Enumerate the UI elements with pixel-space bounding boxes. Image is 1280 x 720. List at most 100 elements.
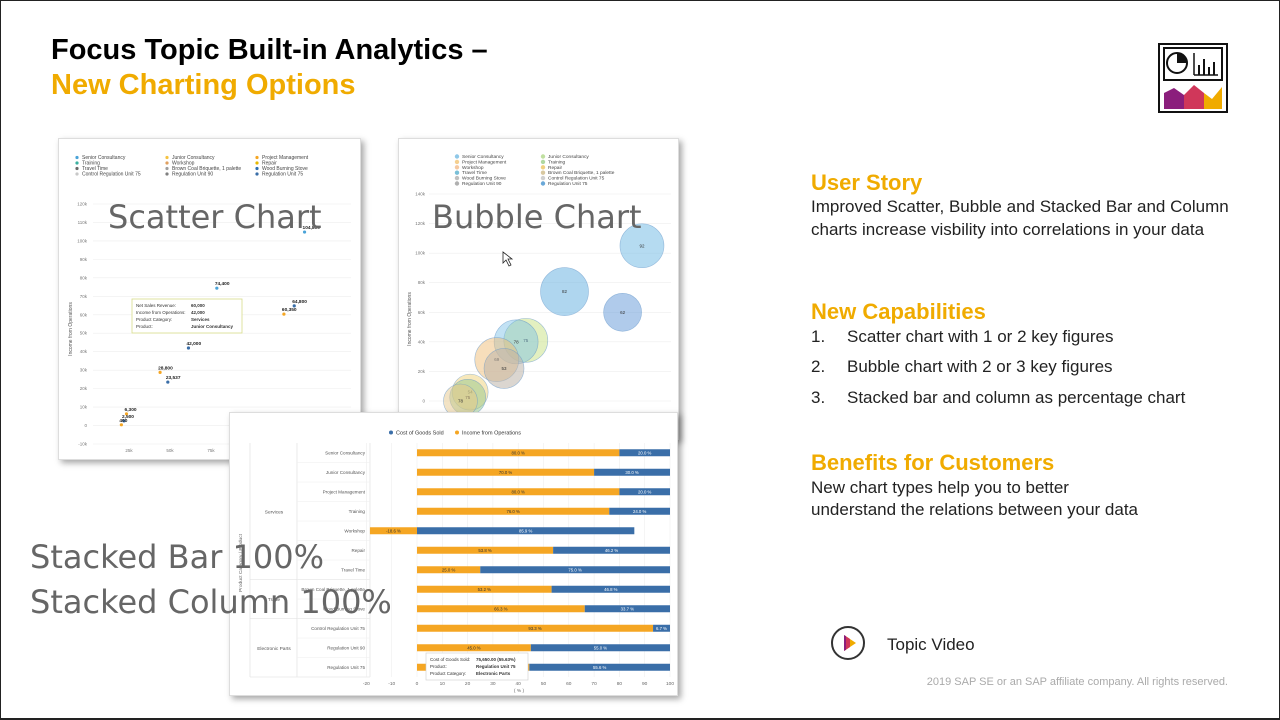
legend-entry: Regulation Unit 75: [548, 181, 588, 187]
category-label: Control Regulation Unit 75: [311, 626, 365, 631]
legend-marker: [455, 430, 459, 435]
y-tick-label: 140k: [415, 192, 426, 197]
legend-entry: Junior Consultancy: [548, 154, 589, 160]
scatter-point: [292, 304, 296, 308]
data-label: 45.0 %: [467, 645, 481, 650]
y-tick-label: 60k: [80, 312, 88, 317]
y-tick-label: 100k: [77, 238, 88, 243]
bubble-label: 62: [620, 310, 626, 315]
legend-entry: Travel Time: [462, 170, 487, 176]
category-label: Senior Consultancy: [325, 450, 366, 455]
bar-segment-cogs: [417, 488, 620, 496]
y-tick-label: 10k: [80, 405, 88, 410]
data-label: 24.0 %: [633, 509, 647, 514]
legend-marker: [165, 172, 169, 176]
bar-segment-income: [594, 468, 670, 476]
legend-marker: [75, 155, 79, 160]
legend-entry: Junior Consultancy: [172, 155, 215, 161]
data-label: 20.0 %: [638, 489, 652, 494]
data-label: 104,800: [303, 225, 321, 231]
bar-segment-income: [584, 605, 670, 613]
y-tick-label: 100k: [415, 251, 426, 256]
legend-marker: [540, 170, 546, 175]
legend-marker: [454, 159, 460, 165]
tooltip-key: Income from Operations:: [136, 310, 186, 315]
bar-segment-cogs: [417, 468, 595, 476]
legend-entry: Regulation Unit 90: [172, 172, 213, 178]
tooltip-value: 42,000: [191, 310, 205, 315]
capability-item: 2. Bubble chart with 2 or 3 key figures: [811, 357, 1113, 376]
data-label: 74,400: [215, 281, 230, 287]
scatter-chart-panel: Senior Consultancy Junior Consultancy Proj…: [58, 138, 361, 460]
legend-entry: Regulation Unit 75: [262, 172, 303, 178]
stacked-bar-chart[interactable]: Cost of Goods Sold Income from Operations…: [230, 413, 677, 695]
bubble-point: [483, 348, 525, 389]
category-label: Project Management: [323, 489, 366, 494]
analytics-logo-icon: [1158, 43, 1228, 113]
legend-marker: [540, 175, 546, 181]
scatter-chart[interactable]: Senior Consultancy Junior Consultancy Proj…: [59, 139, 360, 459]
topic-video-link[interactable]: Topic Video: [887, 635, 975, 654]
legend-entry: Brown Coal Briquette, 1 palette: [548, 170, 615, 176]
y-tick-label: 60k: [418, 310, 426, 315]
x-tick-label: 30: [490, 681, 496, 687]
data-label: 64,800: [292, 299, 307, 305]
x-tick-label: 50k: [166, 448, 174, 453]
bar-segment-income: [551, 585, 670, 593]
legend-entry: Workshop: [462, 165, 484, 171]
scatter-point: [158, 370, 162, 374]
data-label: 75.0 %: [568, 567, 582, 572]
legend-entry: Repair: [262, 161, 277, 167]
bar-segment-income: [619, 488, 670, 496]
bar-segment-income: [653, 624, 670, 632]
legend-marker: [255, 161, 259, 165]
group-label: Electronic Parts: [257, 646, 291, 652]
bubble-label: 78: [458, 399, 464, 404]
legend-marker: [75, 161, 79, 165]
data-label: 55.0 %: [594, 645, 608, 650]
x-axis-label: ( % ): [514, 688, 525, 694]
data-label: 85.9 %: [519, 528, 533, 533]
bar-segment-cogs: [417, 449, 620, 457]
data-label: 93.3 %: [528, 626, 542, 631]
legend-entry: Income from Operations: [462, 431, 521, 437]
category-label: Regulation Unit 75: [327, 665, 365, 670]
category-label: Brown Coal Briquette, 1 palette: [301, 587, 365, 592]
data-label: 66.3 %: [494, 606, 508, 611]
y-tick-label: 80k: [418, 280, 426, 285]
x-tick-label: 90: [642, 681, 648, 687]
data-label: 60,350: [282, 307, 297, 313]
bubble-point: [540, 267, 589, 316]
y-tick-label: 40k: [418, 339, 426, 344]
tooltip-box: [131, 298, 243, 334]
x-tick-label: 80: [617, 681, 623, 687]
legend-marker: [255, 166, 259, 171]
data-label: 33.7 %: [621, 606, 635, 611]
category-label: Travel Time: [341, 567, 365, 572]
scatter-point: [166, 380, 170, 384]
category-label: Wood Burning Stove: [323, 606, 365, 611]
scatter-point: [119, 423, 123, 427]
bubble-label: 75: [523, 338, 529, 343]
legend-entry: Control Regulation Unit 75: [548, 176, 605, 182]
capability-item: 1. Scatter chart with 1 or 2 key figures: [811, 327, 1114, 346]
category-label: Junior Consultancy: [326, 470, 366, 475]
data-label: 46.8 %: [604, 587, 618, 592]
play-video-button[interactable]: [831, 626, 865, 660]
bar-segment-cogs: [417, 605, 585, 613]
y-tick-label: -10k: [78, 442, 88, 447]
data-label: 46.2 %: [605, 548, 619, 553]
legend-entry: Senior Consultancy: [82, 155, 126, 161]
data-label: 42,000: [186, 341, 201, 347]
legend-entry: Wood Burning Stove: [462, 176, 506, 182]
capability-item: 3. Stacked bar and column as percentage c…: [811, 388, 1186, 407]
y-tick-label: 40k: [80, 349, 88, 354]
tooltip-key: Product Category:: [136, 317, 172, 322]
user-story-heading: User Story: [811, 170, 923, 195]
data-label: 400: [119, 418, 127, 424]
bar-segment-income: [417, 527, 635, 535]
data-label: 70.0 %: [499, 470, 513, 475]
scatter-point: [302, 230, 307, 234]
x-tick-label: 10: [440, 681, 446, 687]
